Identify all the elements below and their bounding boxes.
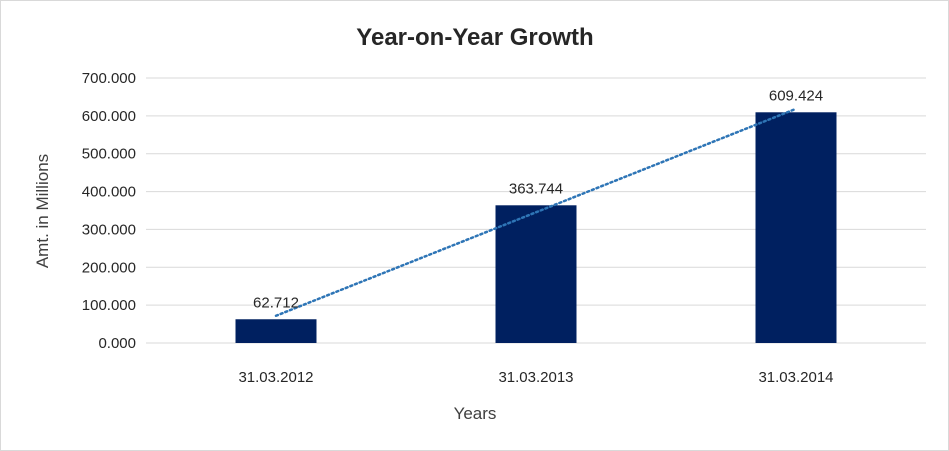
- bars: [235, 112, 837, 343]
- y-tick-label: 300.000: [82, 221, 136, 238]
- y-tick-label: 500.000: [82, 146, 136, 163]
- x-axis-title: Years: [454, 404, 497, 423]
- y-tick-label: 600.000: [82, 108, 136, 125]
- data-label: 363.744: [509, 180, 563, 197]
- x-tick-label: 31.03.2012: [238, 369, 313, 386]
- bar: [235, 319, 317, 343]
- y-tick-label: 400.000: [82, 184, 136, 201]
- trendline: [274, 107, 798, 318]
- data-label: 62.712: [253, 294, 299, 311]
- y-tick-label: 100.000: [82, 297, 136, 314]
- x-tick-label: 31.03.2014: [758, 369, 833, 386]
- bar: [755, 112, 837, 343]
- x-axis-ticks: 31.03.2012 31.03.2013 31.03.2014: [238, 369, 833, 386]
- y-tick-label: 700.000: [82, 70, 136, 87]
- x-tick-label: 31.03.2013: [498, 369, 573, 386]
- y-tick-label: 200.000: [82, 259, 136, 276]
- chart-title: Year-on-Year Growth: [356, 24, 593, 51]
- data-labels: 62.712 363.744 609.424: [253, 87, 823, 311]
- trendline-layer: [274, 107, 798, 318]
- bar: [495, 205, 577, 343]
- y-axis-title: Amt. in Millions: [33, 154, 52, 268]
- data-label: 609.424: [769, 87, 823, 104]
- y-axis-ticks: 0.000 100.000 200.000 300.000 400.000 500.000…: [82, 70, 136, 352]
- y-tick-label: 0.000: [98, 335, 136, 352]
